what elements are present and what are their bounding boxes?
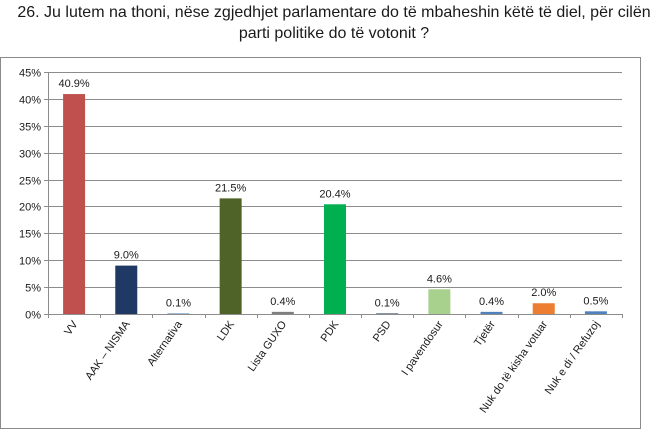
bar [115,265,138,314]
y-tick-label: 20% [19,202,41,214]
bar [584,311,607,314]
x-category-label: PSD [371,319,394,344]
data-label: 2.0% [531,287,556,299]
bar [63,94,86,314]
x-category-label: Alternativa [145,318,185,368]
x-category-label: Tjetër [472,319,498,349]
chart-frame [0,57,641,429]
data-label: 0.1% [375,297,400,309]
y-tick-label: 15% [19,229,41,241]
data-label: 20.4% [319,188,350,200]
bar [428,289,451,314]
bar [324,204,346,314]
chart-title: 26. Ju lutem na thoni, nëse zgjedhjet pa… [0,2,668,44]
data-label: 9.0% [114,250,139,262]
data-label: 0.4% [479,296,504,308]
data-label: 40.9% [58,78,89,90]
y-tick-label: 25% [19,176,41,188]
x-category-label: I pavendosur [400,319,447,378]
x-category-label: AAK – NISMA [83,318,133,382]
y-tick-label: 30% [19,149,41,161]
bar [480,311,503,314]
y-tick-label: 5% [25,283,41,295]
x-category-label: Lista GUXO [246,318,290,373]
chart-title-line-2: parti politike do të votonit ? [238,25,430,42]
data-label: 0.4% [270,296,295,308]
x-category-label: Nuk e di / Refuzoj [543,319,603,397]
data-label: 4.6% [427,273,452,285]
bar [167,313,190,314]
x-category-label: LDK [215,318,237,343]
data-label: 0.5% [583,295,608,307]
y-tick-label: 35% [19,122,41,134]
y-tick-label: 10% [19,256,41,268]
y-tick-label: 45% [19,68,41,80]
data-label: 21.5% [215,182,246,194]
y-tick-label: 40% [19,95,41,107]
data-label: 0.1% [166,297,191,309]
bar [376,313,399,314]
bar [219,198,242,314]
x-category-label: PDK [319,318,342,344]
bar [271,311,294,314]
chart-title-line-1: 26. Ju lutem na thoni, nëse zgjedhjet pa… [17,4,651,21]
bar [532,303,555,314]
x-category-label: VV [62,318,81,337]
y-tick-label: 0% [25,310,41,322]
